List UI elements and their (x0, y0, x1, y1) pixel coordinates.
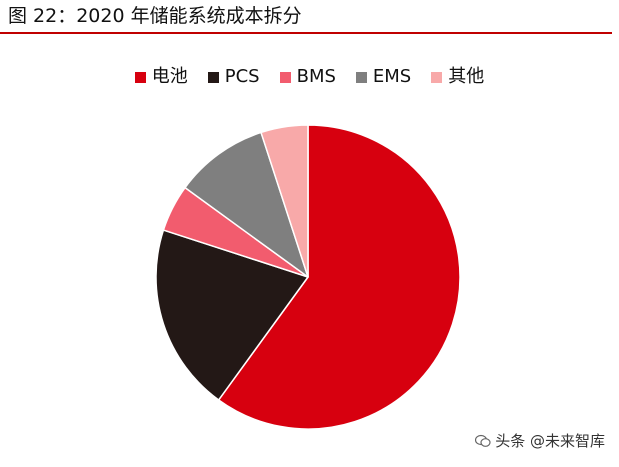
legend-swatch-battery (134, 71, 146, 83)
chart-legend: 电池 PCS BMS EMS 其他 (0, 65, 619, 89)
legend-item-ems: EMS (355, 65, 412, 89)
title-divider (0, 32, 612, 34)
legend-swatch-other (431, 71, 443, 83)
watermark-text: 头条 @未来智库 (495, 432, 605, 450)
legend-label-battery: 电池 (151, 66, 188, 87)
legend-item-pcs: PCS (207, 65, 260, 89)
legend-swatch-ems (355, 71, 367, 83)
legend-swatch-pcs (207, 71, 219, 83)
pie-slice-pcs (155, 229, 309, 401)
legend-label-pcs: PCS (224, 66, 260, 87)
legend-swatch-bms (279, 71, 291, 83)
legend-item-other: 其他 (431, 65, 484, 89)
pie-chart (155, 124, 461, 430)
legend-label-ems: EMS (372, 66, 412, 87)
pie-slice-other (260, 124, 309, 278)
figure-title: 图 22：2020 年储能系统成本拆分 (8, 5, 302, 27)
legend-label-bms: BMS (296, 66, 336, 87)
watermark: 头条 @未来智库 (475, 431, 605, 451)
legend-label-other: 其他 (448, 66, 485, 87)
pie-slice-battery (217, 124, 461, 430)
wechat-icon (475, 434, 491, 447)
pie-slice-ems (184, 131, 309, 278)
legend-item-battery: 电池 (134, 65, 188, 89)
legend-item-bms: BMS (279, 65, 336, 89)
